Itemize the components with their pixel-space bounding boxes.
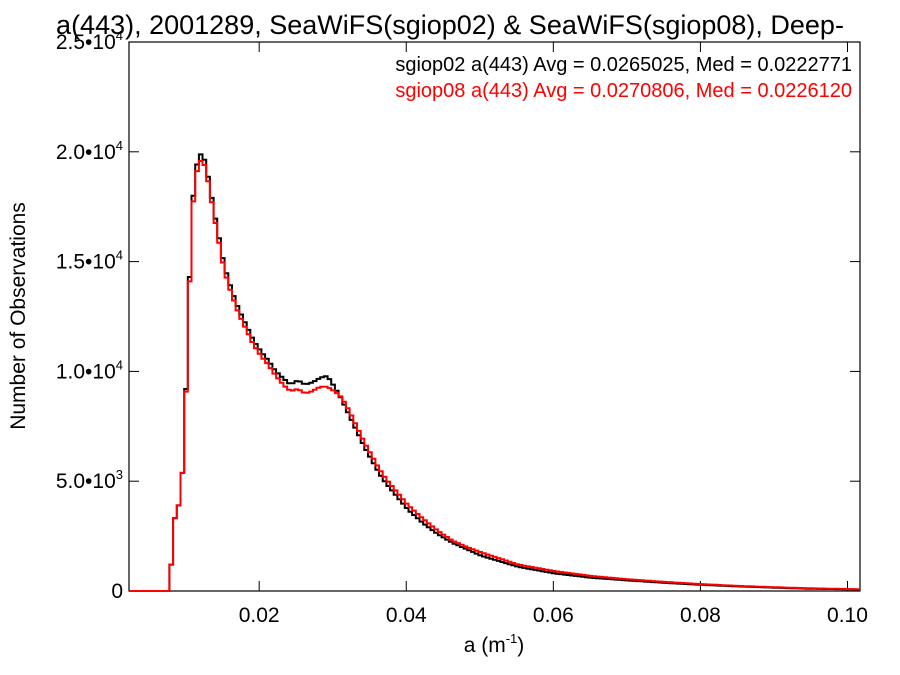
y-tick-mantissa: 5.0•10 [56, 470, 116, 493]
x-axis-label-exponent: -1 [506, 631, 518, 646]
chart-title: a(443), 2001289, SeaWiFS(sgiop02) & SeaW… [56, 10, 844, 40]
y-tick-label: 0 [111, 580, 123, 603]
y-tick-exponent: 4 [116, 138, 123, 153]
y-tick-exponent: 4 [116, 357, 123, 372]
y-tick-exponent: 4 [116, 248, 123, 263]
series-line-2 [129, 160, 860, 592]
series-line-1 [129, 153, 860, 592]
y-tick-mantissa: 0 [111, 580, 123, 603]
x-tick-label: 0.02 [239, 604, 280, 627]
y-tick-mantissa: 1.5•10 [56, 251, 116, 274]
plot-frame [128, 41, 861, 592]
legend-entry-2: sgiop08 a(443) Avg = 0.0270806, Med = 0.… [395, 80, 852, 102]
y-tick-mantissa: 1.0•10 [56, 360, 116, 383]
x-tick-label: 0.08 [680, 604, 721, 627]
series-group [129, 153, 860, 592]
y-tick-label: 2.5•104 [56, 28, 123, 54]
y-axis-label: Number of Observations [7, 202, 30, 430]
legend: sgiop02 a(443) Avg = 0.0265025, Med = 0.… [395, 54, 852, 102]
y-tick-mantissa: 2.0•10 [56, 141, 116, 164]
x-axis-label-close: ) [517, 634, 524, 657]
x-axis-label-base: a (m [464, 634, 506, 657]
y-tick-exponent: 3 [116, 467, 123, 482]
x-tick-label: 0.06 [533, 604, 574, 627]
y-tick-label: 1.5•104 [56, 248, 123, 274]
x-tick-label: 0.10 [827, 604, 868, 627]
y-tick-label: 1.0•104 [56, 357, 123, 383]
legend-entry-1: sgiop02 a(443) Avg = 0.0265025, Med = 0.… [395, 54, 852, 76]
x-tick-label: 0.04 [386, 604, 427, 627]
y-tick-label: 2.0•104 [56, 138, 123, 164]
y-tick-exponent: 4 [116, 28, 123, 43]
axis-ticks: 0.02 0.04 0.06 0.08 0.1005.0•1031.0•1041.5•1… [56, 28, 868, 627]
x-axis-label: a (m-1) [464, 631, 525, 657]
y-tick-label: 5.0•103 [56, 467, 123, 493]
y-tick-mantissa: 2.5•10 [56, 31, 116, 54]
